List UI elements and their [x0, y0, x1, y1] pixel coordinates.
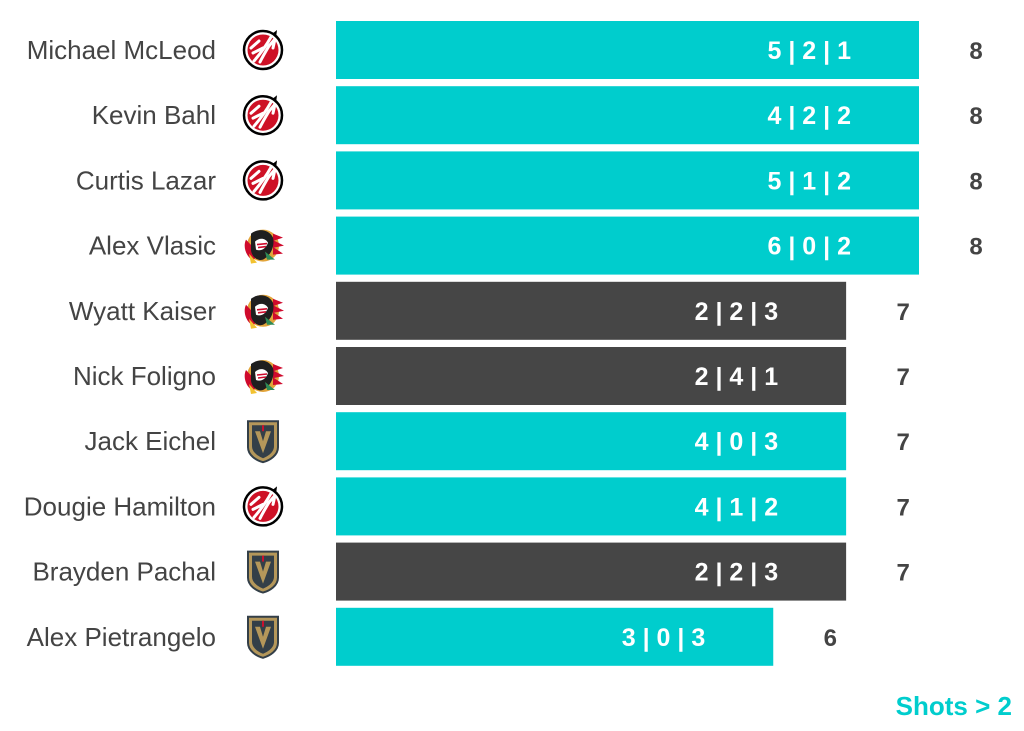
devils-logo-icon [242, 158, 284, 201]
bar [336, 21, 919, 79]
bar-row: Alex Vlasic 6 | 0 | 2 8 [89, 216, 983, 275]
bar [336, 151, 919, 210]
bar-row: Alex Pietrangelo 3 | 0 | 3 6 [27, 607, 837, 666]
bar-breakdown-label: 5 | 1 | 2 [768, 167, 851, 195]
bar-total-label: 8 [969, 38, 982, 65]
devils-logo-icon [242, 484, 284, 527]
blackhawks-logo-icon [243, 359, 285, 395]
golden-knights-logo-icon [247, 615, 279, 659]
player-name-label: Jack Eichel [85, 426, 217, 456]
blackhawks-logo-icon [243, 228, 285, 265]
bar-row: Michael McLeod 5 | 2 | 1 8 [27, 21, 983, 79]
bar [336, 216, 919, 275]
player-name-label: Brayden Pachal [32, 557, 216, 587]
devils-logo-icon [242, 28, 284, 71]
golden-knights-logo-icon [247, 420, 279, 464]
player-name-label: Kevin Bahl [92, 100, 216, 130]
player-name-label: Alex Pietrangelo [27, 622, 216, 652]
bar-breakdown-label: 2 | 2 | 3 [695, 559, 778, 587]
player-name-label: Dougie Hamilton [24, 491, 216, 521]
bar [336, 281, 847, 340]
devils-logo-icon [242, 93, 284, 136]
bar-total-label: 6 [824, 625, 837, 652]
bar [336, 86, 919, 145]
bar-total-label: 7 [896, 494, 909, 521]
bar-breakdown-label: 6 | 0 | 2 [768, 233, 851, 261]
player-name-label: Michael McLeod [27, 35, 216, 65]
bar-breakdown-label: 5 | 2 | 1 [768, 37, 852, 65]
player-name-label: Wyatt Kaiser [69, 296, 216, 326]
bar-breakdown-label: 4 | 2 | 2 [768, 102, 851, 130]
bar-total-label: 7 [896, 560, 909, 587]
bar-total-label: 7 [896, 429, 909, 456]
bar-total-label: 8 [969, 168, 982, 195]
bar-total-label: 8 [969, 103, 982, 130]
footnote-label: Shots > 2 [896, 691, 1012, 721]
bar-row: Curtis Lazar 5 | 1 | 2 8 [76, 151, 983, 210]
bar-total-label: 8 [969, 234, 982, 261]
bar-row: Jack Eichel 4 | 0 | 3 7 [85, 412, 910, 471]
golden-knights-logo-icon [247, 550, 279, 594]
bar [336, 477, 847, 536]
bar-breakdown-label: 2 | 2 | 3 [695, 298, 778, 326]
bar [336, 607, 774, 666]
bar-breakdown-label: 4 | 1 | 2 [695, 493, 778, 521]
bar-row: Wyatt Kaiser 2 | 2 | 3 7 [69, 281, 910, 340]
bar [336, 347, 847, 405]
blackhawks-logo-icon [243, 293, 285, 330]
bar-row: Brayden Pachal 2 | 2 | 3 7 [32, 542, 910, 601]
player-name-label: Nick Foligno [73, 361, 216, 391]
bar-row: Nick Foligno 2 | 4 | 1 7 [73, 347, 910, 405]
bar-breakdown-label: 3 | 0 | 3 [622, 624, 705, 652]
bar-breakdown-label: 4 | 0 | 3 [695, 428, 778, 456]
bar-row: Dougie Hamilton 4 | 1 | 2 7 [24, 477, 910, 536]
bar-row: Kevin Bahl 4 | 2 | 2 8 [92, 86, 983, 145]
bar-total-label: 7 [896, 364, 909, 391]
player-name-label: Alex Vlasic [89, 231, 216, 261]
bar-total-label: 7 [896, 299, 909, 326]
bar [336, 412, 847, 471]
bar-breakdown-label: 2 | 4 | 1 [695, 363, 779, 391]
player-name-label: Curtis Lazar [76, 165, 216, 195]
bar [336, 542, 847, 601]
